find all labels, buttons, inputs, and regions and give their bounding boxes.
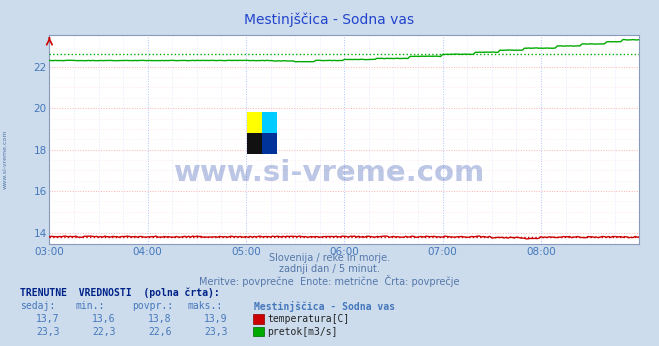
Text: www.si-vreme.com: www.si-vreme.com — [3, 129, 8, 189]
Text: 13,6: 13,6 — [92, 314, 116, 324]
Text: Mestinjščica - Sodna vas: Mestinjščica - Sodna vas — [244, 12, 415, 27]
Text: sedaj:: sedaj: — [20, 301, 55, 311]
Text: www.si-vreme.com: www.si-vreme.com — [174, 159, 485, 187]
Text: maks.:: maks.: — [188, 301, 223, 311]
Text: pretok[m3/s]: pretok[m3/s] — [268, 327, 338, 337]
Text: povpr.:: povpr.: — [132, 301, 173, 311]
Text: 13,7: 13,7 — [36, 314, 60, 324]
Text: Meritve: povprečne  Enote: metrične  Črta: povprečje: Meritve: povprečne Enote: metrične Črta:… — [199, 275, 460, 287]
Bar — [262, 133, 277, 154]
Text: Slovenija / reke in morje.: Slovenija / reke in morje. — [269, 253, 390, 263]
Text: zadnji dan / 5 minut.: zadnji dan / 5 minut. — [279, 264, 380, 274]
Text: 22,6: 22,6 — [148, 327, 172, 337]
Text: TRENUTNE  VREDNOSTI  (polna črta):: TRENUTNE VREDNOSTI (polna črta): — [20, 287, 219, 298]
Bar — [262, 112, 277, 133]
Text: 23,3: 23,3 — [36, 327, 60, 337]
Bar — [247, 112, 262, 133]
Text: temperatura[C]: temperatura[C] — [268, 314, 350, 324]
Text: 23,3: 23,3 — [204, 327, 228, 337]
Text: 22,3: 22,3 — [92, 327, 116, 337]
Text: min.:: min.: — [76, 301, 105, 311]
Bar — [247, 133, 262, 154]
Text: 13,9: 13,9 — [204, 314, 228, 324]
Text: Mestinjščica - Sodna vas: Mestinjščica - Sodna vas — [254, 301, 395, 312]
Text: 13,8: 13,8 — [148, 314, 172, 324]
